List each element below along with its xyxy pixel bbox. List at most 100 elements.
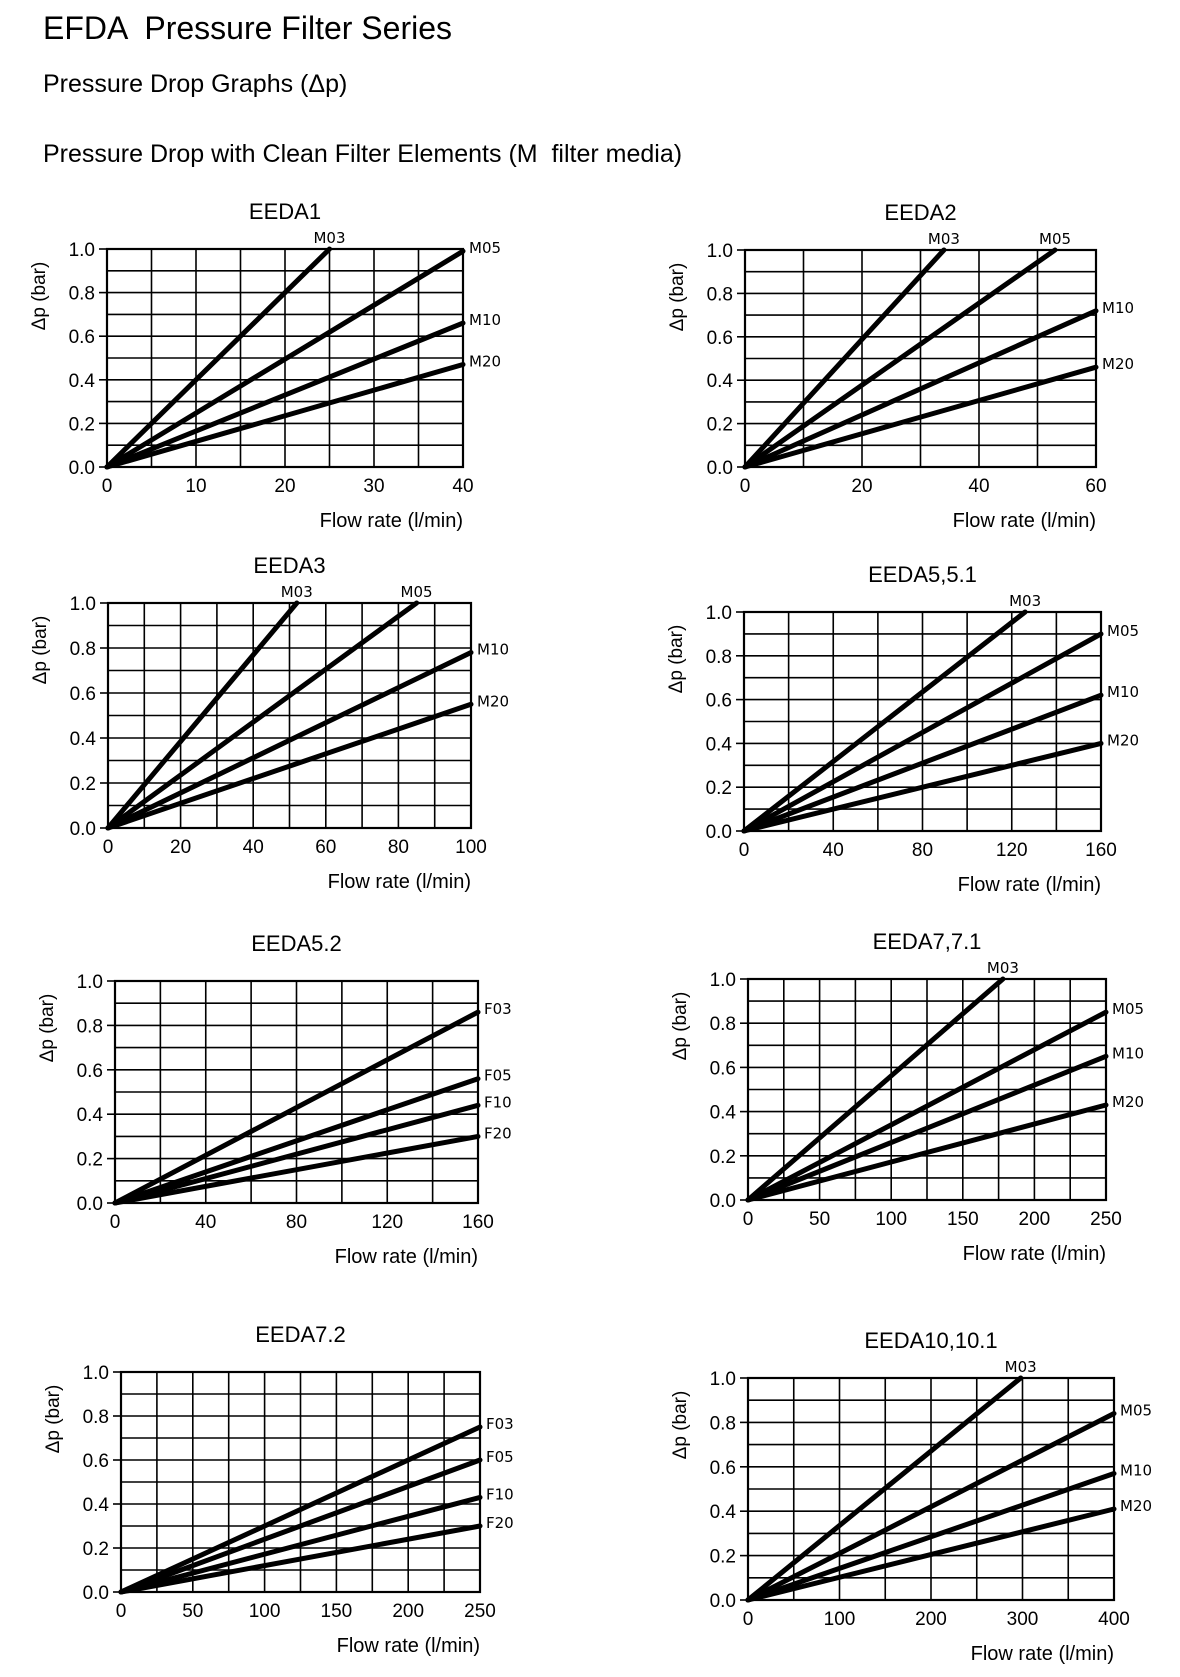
y-tick-label: 1.0 — [710, 970, 736, 991]
x-axis-label: Flow rate (l/min) — [320, 510, 463, 532]
x-axis-label: Flow rate (l/min) — [328, 871, 471, 893]
x-axis-label: Flow rate (l/min) — [335, 1246, 478, 1268]
series-label-m20: M20 — [477, 692, 509, 710]
x-tick-label: 50 — [182, 1601, 203, 1622]
plot-frame — [742, 610, 1103, 833]
x-tick-label: 40 — [452, 476, 473, 497]
x-tick-label: 200 — [915, 1609, 947, 1630]
series-label-m05: M05 — [469, 239, 501, 257]
series-label-f05: F05 — [484, 1067, 512, 1085]
y-tick-label: 1.0 — [707, 241, 733, 262]
y-tick-label: 0.0 — [710, 1191, 736, 1212]
series-label-f20: F20 — [484, 1124, 512, 1142]
series-line-f20 — [118, 1523, 483, 1595]
chart-title: EEDA1 — [249, 199, 321, 224]
x-axis-label: Flow rate (l/min) — [963, 1243, 1106, 1265]
x-tick-label: 100 — [455, 837, 487, 858]
y-tick-label: 0.0 — [710, 1591, 736, 1612]
plot-frame — [743, 248, 1098, 469]
y-tick-label: 0.0 — [706, 822, 732, 843]
series-line-m03 — [745, 976, 1006, 1203]
series-label-m20: M20 — [1107, 731, 1139, 749]
y-tick-label: 0.4 — [77, 1105, 104, 1126]
x-tick-label: 20 — [170, 837, 191, 858]
y-tick-label: 0.2 — [69, 414, 95, 435]
series-label-m05: M05 — [1039, 230, 1071, 248]
series-line-m10 — [745, 1471, 1117, 1603]
series-line-f10 — [112, 1102, 481, 1206]
plot-frame — [746, 977, 1108, 1202]
series-label-m20: M20 — [1102, 355, 1134, 373]
y-axis-label: Δp (bar) — [670, 992, 691, 1061]
series-line-m05 — [104, 248, 466, 470]
series-line-f10 — [118, 1494, 483, 1595]
y-tick-label: 0.0 — [77, 1194, 103, 1215]
y-tick-label: 0.4 — [70, 729, 97, 750]
y-tick-label: 0.6 — [77, 1061, 103, 1082]
chart-title: EEDA5,5.1 — [868, 562, 977, 587]
series-line-f03 — [118, 1424, 483, 1595]
series-line-f05 — [112, 1076, 481, 1206]
series-line-m05 — [742, 247, 1058, 470]
y-tick-label: 0.4 — [83, 1495, 110, 1516]
y-tick-label: 1.0 — [70, 594, 96, 615]
y-tick-label: 0.2 — [710, 1147, 736, 1168]
y-tick-label: 0.8 — [77, 1016, 103, 1037]
x-tick-label: 0 — [743, 1609, 754, 1630]
series-label-f10: F10 — [486, 1485, 514, 1503]
page-subtitle: Pressure Drop Graphs (Δp) — [43, 70, 348, 98]
x-tick-label: 120 — [996, 840, 1028, 861]
y-tick-label: 0.4 — [707, 371, 734, 392]
series-label-m03: M03 — [281, 583, 313, 601]
series-line-m20 — [105, 701, 474, 831]
x-tick-label: 200 — [392, 1601, 424, 1622]
x-axis-label: Flow rate (l/min) — [953, 510, 1096, 532]
series-line-m20 — [745, 1102, 1109, 1203]
series-line-m10 — [105, 650, 474, 831]
y-tick-label: 0.0 — [707, 458, 733, 479]
y-tick-label: 0.4 — [710, 1103, 737, 1124]
series-label-f03: F03 — [486, 1415, 514, 1433]
series-line-m10 — [742, 308, 1099, 470]
chart-title: EEDA7,7.1 — [873, 929, 982, 954]
series-line-m03 — [741, 609, 1028, 834]
chart-title: EEDA7.2 — [255, 1322, 346, 1347]
y-tick-label: 0.8 — [710, 1014, 736, 1035]
series-label-f20: F20 — [486, 1514, 514, 1532]
series-line-m20 — [104, 362, 466, 470]
x-tick-label: 100 — [824, 1609, 856, 1630]
series-label-m03: M03 — [1009, 592, 1041, 610]
y-tick-label: 1.0 — [69, 240, 95, 261]
plot-frame — [113, 979, 480, 1205]
x-tick-label: 200 — [1019, 1209, 1051, 1230]
x-tick-label: 150 — [947, 1209, 979, 1230]
series-line-f20 — [112, 1133, 481, 1206]
series-label-m03: M03 — [987, 959, 1019, 977]
x-tick-label: 40 — [195, 1212, 216, 1233]
series-label-m10: M10 — [1107, 683, 1139, 701]
x-tick-label: 80 — [388, 837, 409, 858]
section-heading: Pressure Drop with Clean Filter Elements… — [43, 140, 683, 168]
y-tick-label: 0.2 — [77, 1150, 103, 1171]
y-axis-label: Δp (bar) — [667, 263, 688, 332]
x-tick-label: 20 — [851, 476, 872, 497]
plot-frame — [106, 601, 473, 830]
y-axis-label: Δp (bar) — [670, 1391, 691, 1460]
y-tick-label: 0.0 — [69, 458, 95, 479]
series-label-m10: M10 — [1102, 299, 1134, 317]
y-tick-label: 1.0 — [706, 603, 732, 624]
x-tick-label: 80 — [286, 1212, 307, 1233]
plot-frame — [746, 1376, 1116, 1602]
series-line-m05 — [741, 631, 1104, 834]
x-tick-label: 40 — [243, 837, 264, 858]
series-line-m03 — [105, 600, 300, 831]
y-tick-label: 0.8 — [69, 284, 95, 305]
x-tick-label: 160 — [1085, 840, 1117, 861]
y-tick-label: 0.2 — [706, 778, 732, 799]
series-label-m03: M03 — [928, 230, 960, 248]
